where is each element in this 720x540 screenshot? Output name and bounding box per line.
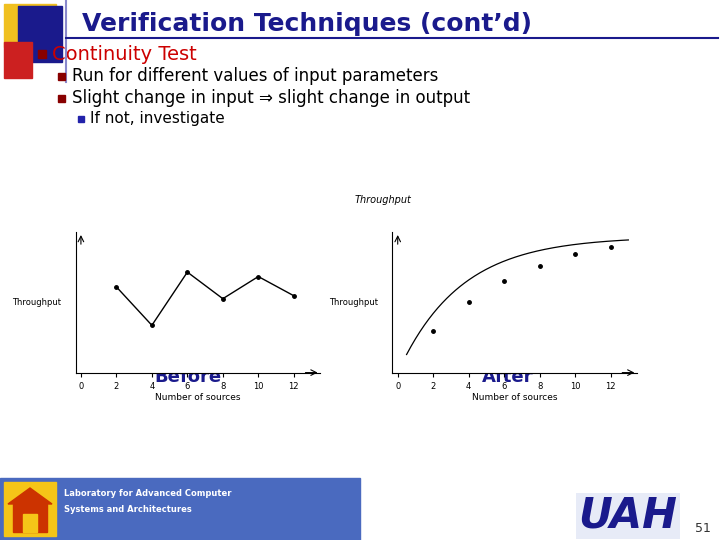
- Bar: [4, 42, 32, 78]
- Bar: [58, 73, 65, 80]
- Text: Systems and Architectures: Systems and Architectures: [64, 505, 192, 515]
- Bar: [38, 50, 46, 58]
- Bar: [58, 95, 65, 102]
- Bar: [23, 514, 37, 532]
- Text: UAH: UAH: [578, 495, 678, 537]
- Text: Laboratory for Advanced Computer: Laboratory for Advanced Computer: [64, 489, 232, 498]
- Text: After: After: [482, 368, 534, 386]
- Text: Continuity Test: Continuity Test: [52, 44, 197, 64]
- Bar: [4, 482, 56, 536]
- Text: Throughput: Throughput: [355, 195, 412, 205]
- Bar: [13, 504, 47, 532]
- X-axis label: Number of sources: Number of sources: [156, 394, 240, 402]
- Text: Run for different values of input parameters: Run for different values of input parame…: [72, 67, 438, 85]
- Text: 51: 51: [695, 522, 711, 535]
- Text: Verification Techniques (cont’d): Verification Techniques (cont’d): [82, 12, 532, 36]
- Bar: [18, 6, 62, 62]
- Bar: [4, 4, 56, 47]
- Y-axis label: Throughput: Throughput: [329, 298, 378, 307]
- Text: Before: Before: [154, 368, 222, 386]
- Text: If not, investigate: If not, investigate: [90, 111, 225, 126]
- Text: Slight change in input ⇒ slight change in output: Slight change in input ⇒ slight change i…: [72, 89, 470, 107]
- X-axis label: Number of sources: Number of sources: [472, 394, 557, 402]
- Bar: [78, 116, 84, 122]
- Polygon shape: [8, 488, 52, 504]
- Bar: [0, 478, 360, 540]
- Y-axis label: Throughput: Throughput: [12, 298, 61, 307]
